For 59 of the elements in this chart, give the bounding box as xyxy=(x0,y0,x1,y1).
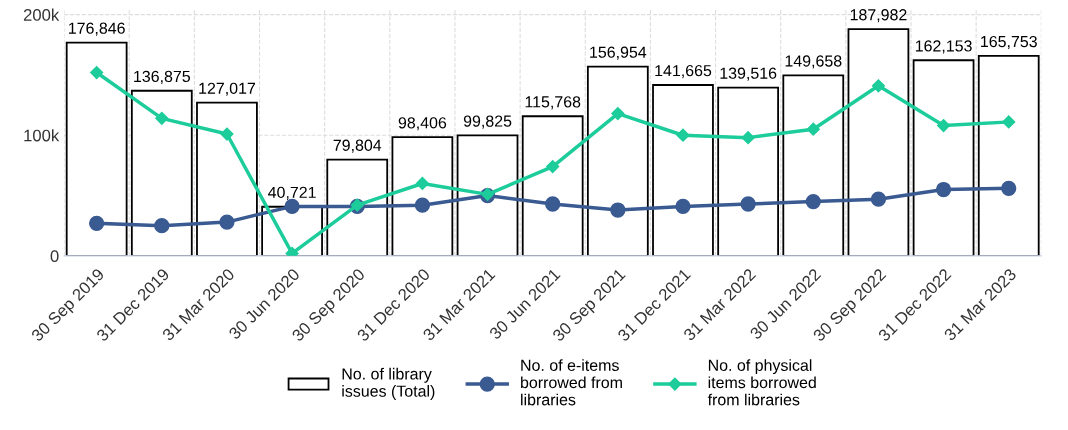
bar xyxy=(912,59,975,256)
point xyxy=(1001,180,1017,196)
y-tick-label: 200k xyxy=(23,8,60,21)
point xyxy=(676,128,690,142)
bar xyxy=(326,158,389,256)
data-label: 141,665 xyxy=(655,64,712,79)
point xyxy=(219,214,235,230)
point xyxy=(89,215,105,231)
point xyxy=(415,176,429,191)
bar xyxy=(652,84,714,256)
point xyxy=(740,196,756,212)
point xyxy=(546,160,560,174)
data-label: 40,721 xyxy=(268,186,316,200)
data-label: 187,982 xyxy=(850,9,907,23)
point xyxy=(220,127,234,141)
point xyxy=(154,218,170,234)
bar xyxy=(717,86,780,256)
point xyxy=(871,79,886,93)
point xyxy=(935,181,952,198)
bar xyxy=(586,65,649,256)
bar xyxy=(130,89,193,256)
data-label: 162,153 xyxy=(915,40,972,54)
point xyxy=(545,196,561,212)
data-label: 115,768 xyxy=(525,96,581,110)
bar xyxy=(65,41,128,256)
point xyxy=(610,202,626,218)
point xyxy=(806,122,820,136)
point xyxy=(155,111,169,125)
data-label: 149,658 xyxy=(785,55,842,69)
legend-label: No. of physical items borrowed from libraries xyxy=(707,359,816,406)
data-label: 176,846 xyxy=(69,22,125,36)
data-label: 139,516 xyxy=(720,67,777,81)
data-label: 79,804 xyxy=(333,139,382,153)
bar xyxy=(521,115,584,256)
data-label: 98,406 xyxy=(398,117,447,131)
point xyxy=(805,193,821,210)
y-tick-label: 0 xyxy=(50,250,59,263)
y-tick-label: 100k xyxy=(24,129,60,142)
point xyxy=(675,198,691,215)
point xyxy=(936,119,951,133)
point xyxy=(741,131,755,145)
point xyxy=(870,191,887,207)
legend-label: No. of library issues (Total) xyxy=(342,367,435,400)
bar xyxy=(782,74,845,256)
point xyxy=(414,197,431,213)
bar xyxy=(456,134,519,256)
legend-label: No. of e-items borrowed from libraries xyxy=(521,359,622,406)
point xyxy=(1002,115,1016,129)
bar xyxy=(847,28,910,256)
data-label: 165,753 xyxy=(981,35,1037,50)
data-label: 136,875 xyxy=(134,70,190,84)
data-label: 99,825 xyxy=(463,115,512,129)
point xyxy=(90,65,104,80)
point xyxy=(611,106,625,121)
data-label: 156,954 xyxy=(590,46,647,60)
bar xyxy=(196,101,258,256)
bar xyxy=(977,55,1040,256)
bar xyxy=(391,136,454,256)
data-label: 127,017 xyxy=(199,82,256,96)
